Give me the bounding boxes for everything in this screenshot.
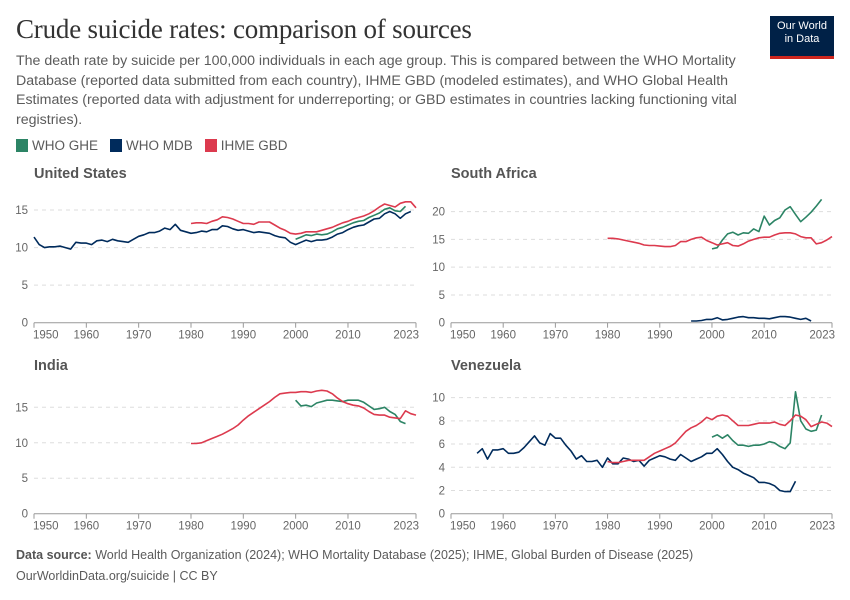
y-tick-label: 2 <box>439 485 445 497</box>
legend-swatch <box>16 139 28 152</box>
legend-label: WHO GHE <box>32 138 98 153</box>
x-tick-label: 1950 <box>33 330 59 342</box>
y-tick-label: 5 <box>22 280 28 292</box>
x-tick-label: 1970 <box>543 521 569 533</box>
x-tick-label: 1970 <box>126 521 152 533</box>
panel-title-south-africa: South Africa <box>451 166 537 182</box>
series-line-ihme-gbd <box>191 389 417 445</box>
x-tick-label: 2000 <box>283 521 309 533</box>
y-tick-label: 15 <box>15 205 28 217</box>
panel-title-united-states: United States <box>34 166 127 182</box>
series-line-who-mdb <box>476 432 797 493</box>
source-text: World Health Organization (2024); WHO Mo… <box>95 548 694 562</box>
x-tick-label: 2023 <box>809 521 835 533</box>
series-line-who-ghe <box>711 198 823 250</box>
y-tick-label: 10 <box>15 438 28 450</box>
x-tick-label: 1960 <box>74 521 100 533</box>
y-tick-label: 10 <box>432 262 445 274</box>
legend-item-ihme-gbd[interactable]: IHME GBD <box>204 138 288 153</box>
x-tick-label: 2023 <box>809 330 835 342</box>
y-tick-label: 8 <box>439 416 445 428</box>
x-tick-label: 2000 <box>699 330 725 342</box>
x-tick-label: 1980 <box>178 521 204 533</box>
x-tick-label: 1970 <box>126 330 152 342</box>
x-tick-label: 2000 <box>283 330 309 342</box>
series-line-ihme-gbd <box>190 201 417 235</box>
chart-title: Crude suicide rates: comparison of sourc… <box>16 14 472 44</box>
legend-item-who-ghe[interactable]: WHO GHE <box>16 138 98 153</box>
x-tick-label: 1980 <box>595 330 621 342</box>
y-tick-label: 5 <box>22 473 28 485</box>
legend-label: IHME GBD <box>220 138 288 153</box>
x-tick-label: 1990 <box>231 521 257 533</box>
series-line-who-ghe <box>295 205 407 241</box>
panel-title-venezuela: Venezuela <box>451 358 522 374</box>
series-line-who-mdb <box>33 210 412 250</box>
chart-subtitle: The death rate by suicide per 100,000 in… <box>16 53 737 128</box>
x-tick-label: 1950 <box>33 521 59 533</box>
footer-url[interactable]: OurWorldinData.org/suicide | CC BY <box>16 569 218 583</box>
x-tick-label: 1950 <box>450 330 476 342</box>
logo-line-1: Our World <box>777 20 827 32</box>
series-line-ihme-gbd <box>607 232 833 248</box>
legend-swatch <box>110 139 122 152</box>
data-source: Data source: World Health Organization (… <box>16 548 693 562</box>
x-tick-label: 2010 <box>335 521 361 533</box>
x-tick-label: 1950 <box>450 521 476 533</box>
x-tick-label: 1970 <box>543 330 569 342</box>
legend: WHO GHE WHO MDB IHME GBD <box>16 138 288 153</box>
y-tick-label: 0 <box>439 509 445 521</box>
x-tick-label: 1980 <box>178 330 204 342</box>
x-tick-label: 1990 <box>647 330 673 342</box>
y-tick-label: 4 <box>439 462 446 474</box>
x-tick-label: 1990 <box>647 521 673 533</box>
y-tick-label: 15 <box>15 402 28 414</box>
panel-title-india: India <box>34 358 68 374</box>
x-tick-label: 2023 <box>393 521 419 533</box>
y-tick-label: 15 <box>432 234 445 246</box>
owid-logo[interactable]: Our World in Data <box>770 16 834 59</box>
x-tick-label: 2010 <box>751 521 777 533</box>
x-tick-label: 1960 <box>490 521 516 533</box>
y-tick-label: 0 <box>22 509 28 521</box>
y-tick-label: 0 <box>22 318 28 330</box>
legend-label: WHO MDB <box>126 138 193 153</box>
legend-swatch <box>204 139 217 152</box>
y-tick-label: 6 <box>439 439 445 451</box>
y-tick-label: 5 <box>439 290 445 302</box>
legend-item-who-mdb[interactable]: WHO MDB <box>110 138 193 153</box>
series-line-who-mdb <box>691 315 812 322</box>
x-tick-label: 2023 <box>393 330 419 342</box>
x-tick-label: 2010 <box>751 330 777 342</box>
x-tick-label: 1960 <box>490 330 516 342</box>
x-tick-label: 2010 <box>335 330 361 342</box>
source-label: Data source: <box>16 548 92 562</box>
x-tick-label: 1960 <box>74 330 100 342</box>
x-tick-label: 1980 <box>595 521 621 533</box>
y-tick-label: 10 <box>432 393 445 405</box>
y-tick-label: 20 <box>432 207 445 219</box>
x-tick-label: 2000 <box>699 521 725 533</box>
y-tick-label: 10 <box>15 243 28 255</box>
series-line-who-ghe <box>711 390 823 450</box>
y-tick-label: 0 <box>439 318 445 330</box>
series-line-who-ghe <box>295 399 406 425</box>
x-tick-label: 1990 <box>231 330 257 342</box>
series-line-ihme-gbd <box>607 414 833 464</box>
logo-line-2: in Data <box>784 33 820 45</box>
